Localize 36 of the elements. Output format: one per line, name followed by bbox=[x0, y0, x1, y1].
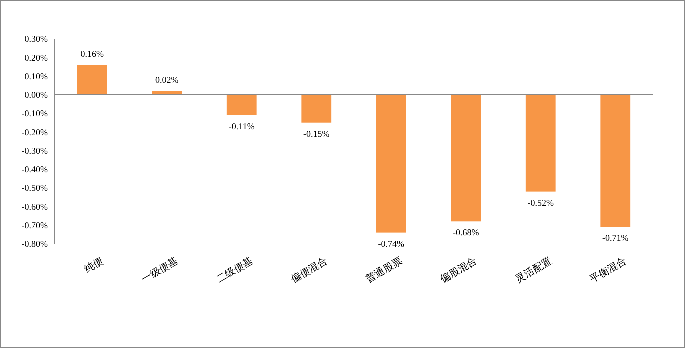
bar bbox=[451, 94, 482, 222]
bar bbox=[226, 94, 257, 116]
data-label: -0.52% bbox=[528, 198, 554, 208]
y-tick-label: 0.00% bbox=[24, 90, 48, 100]
x-tick-label: 二级债基 bbox=[214, 255, 256, 286]
y-tick-label: -0.60% bbox=[22, 202, 48, 212]
x-tick-label: 偏债混合 bbox=[289, 255, 330, 286]
bar bbox=[302, 94, 332, 123]
y-tick-label: -0.20% bbox=[22, 127, 48, 138]
y-tick-label: 0.30% bbox=[24, 34, 48, 44]
data-label: 0.02% bbox=[156, 75, 180, 86]
x-tick-label: 普通股票 bbox=[364, 255, 405, 286]
x-tick-label: 纯债 bbox=[82, 255, 106, 276]
bar bbox=[600, 94, 631, 228]
y-tick-label: -0.10% bbox=[22, 108, 48, 119]
x-tick-label: 偏股混合 bbox=[438, 255, 480, 286]
data-label: -0.68% bbox=[453, 228, 480, 238]
y-tick-label: -0.50% bbox=[22, 183, 48, 194]
y-tick-label: -0.70% bbox=[22, 220, 48, 231]
x-tick-label: 平衡混合 bbox=[588, 255, 629, 286]
data-label: -0.71% bbox=[602, 233, 630, 244]
data-label: -0.74% bbox=[378, 238, 405, 249]
x-tick-label: 一级债基 bbox=[140, 255, 180, 286]
data-label: -0.15% bbox=[304, 128, 330, 139]
bar bbox=[526, 94, 556, 192]
y-tick-label: 0.20% bbox=[24, 52, 48, 63]
bar bbox=[152, 91, 182, 95]
data-label: -0.11% bbox=[228, 121, 256, 132]
bar bbox=[77, 65, 108, 95]
y-tick-label: -0.30% bbox=[22, 146, 48, 156]
bar bbox=[376, 94, 406, 233]
data-label: 0.16% bbox=[80, 49, 104, 60]
y-tick-label: 0.10% bbox=[24, 71, 48, 82]
y-tick-label: -0.40% bbox=[22, 164, 48, 175]
y-tick-label: -0.80% bbox=[22, 239, 48, 250]
x-tick-label: 灵活配置 bbox=[513, 255, 554, 286]
